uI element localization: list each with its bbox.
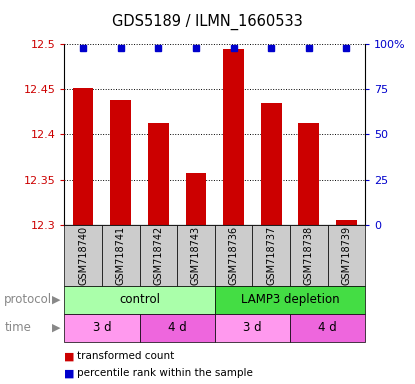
Bar: [223, 49, 244, 225]
Bar: [64, 286, 215, 314]
Bar: [261, 103, 281, 225]
Text: GSM718743: GSM718743: [191, 226, 201, 285]
Text: 4 d: 4 d: [318, 321, 337, 334]
Text: GSM718738: GSM718738: [304, 226, 314, 285]
Text: ▶: ▶: [52, 323, 60, 333]
Bar: [139, 314, 215, 342]
Text: ■: ■: [64, 351, 75, 361]
Text: GDS5189 / ILMN_1660533: GDS5189 / ILMN_1660533: [112, 13, 303, 30]
Text: GSM718739: GSM718739: [342, 226, 352, 285]
Bar: [215, 314, 290, 342]
Text: control: control: [119, 293, 160, 306]
Bar: [148, 122, 168, 225]
Text: time: time: [4, 321, 31, 334]
Bar: [298, 122, 319, 225]
Bar: [102, 225, 139, 286]
Text: LAMP3 depletion: LAMP3 depletion: [241, 293, 339, 306]
Bar: [139, 225, 177, 286]
Text: ▶: ▶: [52, 295, 60, 305]
Bar: [64, 314, 139, 342]
Text: 4 d: 4 d: [168, 321, 186, 334]
Bar: [336, 220, 357, 225]
Bar: [252, 225, 290, 286]
Bar: [215, 225, 252, 286]
Bar: [186, 173, 206, 225]
Text: GSM718742: GSM718742: [154, 226, 164, 285]
Bar: [110, 100, 131, 225]
Text: GSM718741: GSM718741: [116, 226, 126, 285]
Bar: [290, 314, 365, 342]
Bar: [327, 225, 365, 286]
Text: GSM718736: GSM718736: [229, 226, 239, 285]
Text: 3 d: 3 d: [243, 321, 262, 334]
Bar: [64, 225, 102, 286]
Text: 3 d: 3 d: [93, 321, 111, 334]
Text: ■: ■: [64, 368, 75, 378]
Text: transformed count: transformed count: [77, 351, 174, 361]
Text: GSM718740: GSM718740: [78, 226, 88, 285]
Bar: [177, 225, 215, 286]
Text: GSM718737: GSM718737: [266, 226, 276, 285]
Bar: [290, 225, 327, 286]
Bar: [73, 88, 93, 225]
Text: percentile rank within the sample: percentile rank within the sample: [77, 368, 253, 378]
Bar: [215, 286, 365, 314]
Text: protocol: protocol: [4, 293, 52, 306]
